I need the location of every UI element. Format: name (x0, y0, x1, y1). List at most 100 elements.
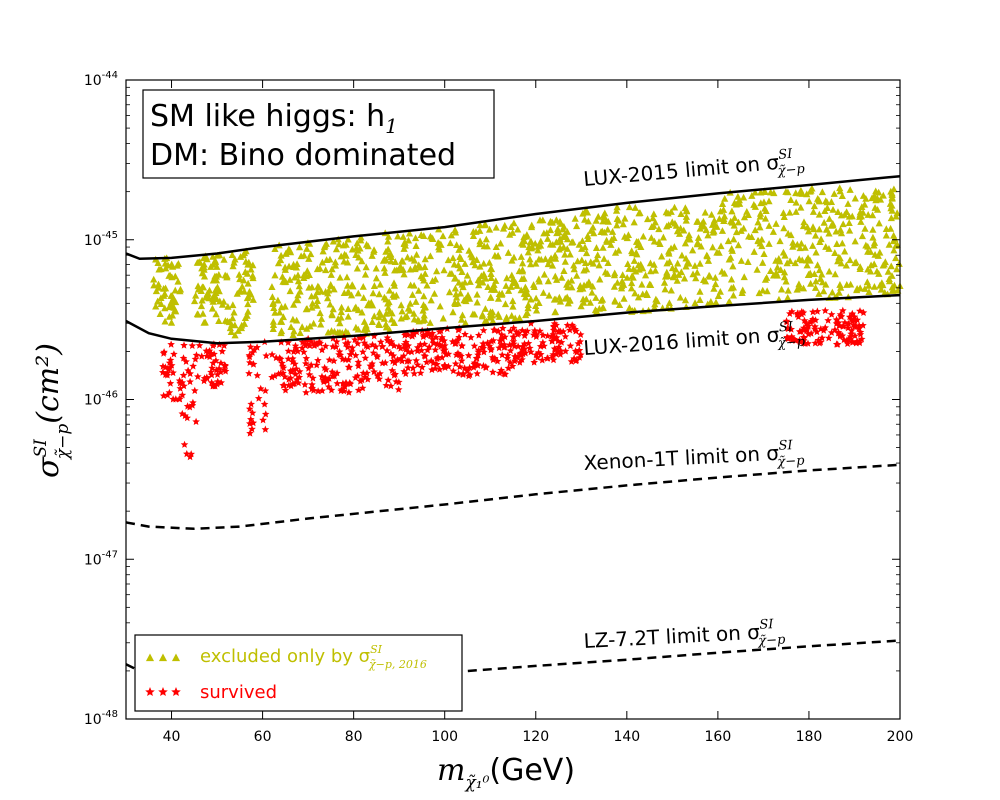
star-marker (181, 411, 189, 420)
triangle-marker (789, 238, 797, 246)
triangle-marker (313, 301, 321, 309)
triangle-marker (581, 259, 590, 267)
triangle-marker (806, 269, 814, 277)
triangle-marker (405, 229, 414, 237)
star-marker (363, 369, 371, 377)
triangle-marker (269, 325, 277, 333)
triangle-marker (892, 254, 900, 262)
triangle-marker (613, 203, 621, 211)
star-marker (809, 315, 817, 323)
star-marker (262, 351, 270, 360)
star-marker (498, 351, 506, 359)
triangle-marker (751, 188, 759, 196)
triangle-marker (619, 220, 627, 228)
annotation-box: SM like higgs: h1 DM: Bino dominated (142, 89, 495, 179)
triangle-marker (331, 258, 339, 266)
triangle-marker (580, 266, 588, 274)
triangle-marker (566, 250, 574, 258)
triangle-marker (212, 258, 220, 266)
triangle-marker (269, 321, 278, 328)
star-marker (420, 340, 429, 348)
triangle-marker (578, 237, 587, 245)
star-marker (438, 353, 446, 361)
triangle-marker (535, 255, 543, 263)
triangle-marker (697, 242, 705, 250)
star-marker (245, 405, 254, 413)
triangle-marker (866, 267, 875, 275)
triangle-marker (560, 233, 569, 241)
triangle-marker (553, 276, 561, 283)
triangle-marker (354, 306, 363, 314)
triangle-marker (621, 214, 629, 222)
star-marker (509, 337, 518, 345)
triangle-marker (316, 264, 324, 272)
triangle-marker (892, 212, 900, 220)
triangle-marker (534, 246, 542, 254)
star-marker (464, 351, 473, 359)
triangle-marker (567, 276, 576, 284)
triangle-marker (308, 303, 316, 311)
star-marker (500, 369, 508, 378)
star-marker (209, 359, 217, 367)
star-marker (536, 342, 545, 350)
triangle-marker (811, 284, 820, 291)
triangle-marker (298, 323, 306, 331)
star-marker (318, 372, 326, 380)
triangle-marker (445, 288, 454, 296)
star-marker (308, 380, 316, 388)
triangle-marker (335, 240, 343, 248)
triangle-marker (696, 224, 704, 232)
star-marker (333, 379, 342, 387)
triangle-marker (241, 268, 249, 275)
triangle-marker (231, 331, 239, 339)
star-marker (816, 338, 825, 346)
triangle-marker (763, 287, 771, 295)
star-marker (809, 308, 817, 316)
star-marker (493, 357, 502, 365)
triangle-marker (812, 248, 820, 256)
triangle-marker (207, 263, 215, 270)
y-tick-label: 10-48 (84, 709, 118, 728)
triangle-marker (295, 243, 304, 251)
star-marker (526, 344, 534, 352)
triangle-marker (745, 232, 753, 240)
star-marker (383, 346, 391, 354)
star-marker (327, 386, 336, 394)
star-marker (288, 354, 297, 362)
triangle-marker (665, 299, 674, 307)
legend-triangle-marker (158, 653, 168, 662)
triangle-marker (766, 267, 775, 275)
triangle-marker (870, 239, 879, 246)
triangle-marker (328, 311, 336, 319)
star-marker (276, 355, 285, 363)
triangle-marker (672, 265, 680, 273)
star-marker (320, 377, 328, 386)
triangle-marker (355, 253, 363, 261)
triangle-marker (663, 268, 671, 276)
triangle-marker (337, 252, 345, 260)
star-marker (491, 354, 499, 362)
star-marker (498, 335, 506, 343)
triangle-marker (830, 190, 838, 197)
triangle-marker (331, 261, 340, 269)
triangle-marker (414, 316, 422, 323)
triangle-marker (410, 309, 418, 317)
triangle-marker (468, 252, 476, 260)
triangle-marker (877, 285, 885, 293)
triangle-marker (895, 260, 903, 267)
triangle-marker (482, 235, 490, 243)
triangle-marker (377, 311, 385, 318)
triangle-marker (388, 309, 396, 317)
triangle-marker (201, 318, 209, 326)
triangle-marker (160, 292, 168, 299)
star-marker (409, 364, 417, 372)
triangle-marker (636, 209, 644, 216)
triangle-marker (204, 289, 212, 297)
triangle-marker (756, 212, 764, 220)
star-marker (827, 328, 836, 336)
triangle-marker (230, 308, 238, 316)
star-marker (354, 358, 363, 366)
triangle-marker (560, 222, 568, 230)
triangle-marker (597, 296, 605, 304)
star-marker (438, 333, 446, 341)
